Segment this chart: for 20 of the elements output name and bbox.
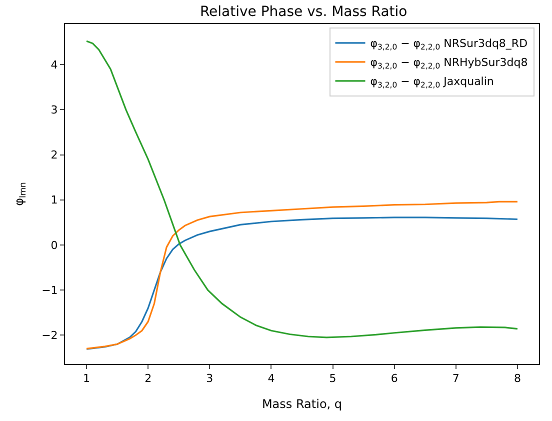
- y-tick-label: −1: [42, 284, 58, 297]
- x-axis-title: Mass Ratio, q: [262, 397, 342, 412]
- x-tick-label: 5: [329, 372, 336, 386]
- x-tick-label: 4: [268, 372, 275, 386]
- x-tick-label: 2: [144, 372, 152, 386]
- y-tick-label: 0: [50, 238, 58, 252]
- y-tick-label: −2: [42, 328, 58, 342]
- legend-label: φ$_{3,2,0}$ − φ$_{2,2,0}$ Jaxqualin: [370, 75, 494, 90]
- y-tick-label: 1: [50, 194, 58, 207]
- y-tick-label: 3: [50, 104, 58, 117]
- x-tick-label: 7: [452, 372, 460, 386]
- legend-label: φ$_{3,2,0}$ − φ$_{2,2,0}$ NRHybSur3dq8: [370, 56, 528, 70]
- y-tick-label: 4: [50, 58, 58, 72]
- chart-title: Relative Phase vs. Mass Ratio: [200, 4, 408, 20]
- legend-label: φ$_{3,2,0}$ − φ$_{2,2,0}$ NRSur3dq8_RD: [370, 37, 528, 52]
- x-tick-label: 1: [83, 372, 90, 386]
- y-tick-label: 2: [50, 148, 58, 162]
- x-tick-label: 8: [514, 372, 521, 386]
- x-tick-label: 6: [390, 372, 398, 386]
- x-tick-label: 3: [206, 372, 214, 386]
